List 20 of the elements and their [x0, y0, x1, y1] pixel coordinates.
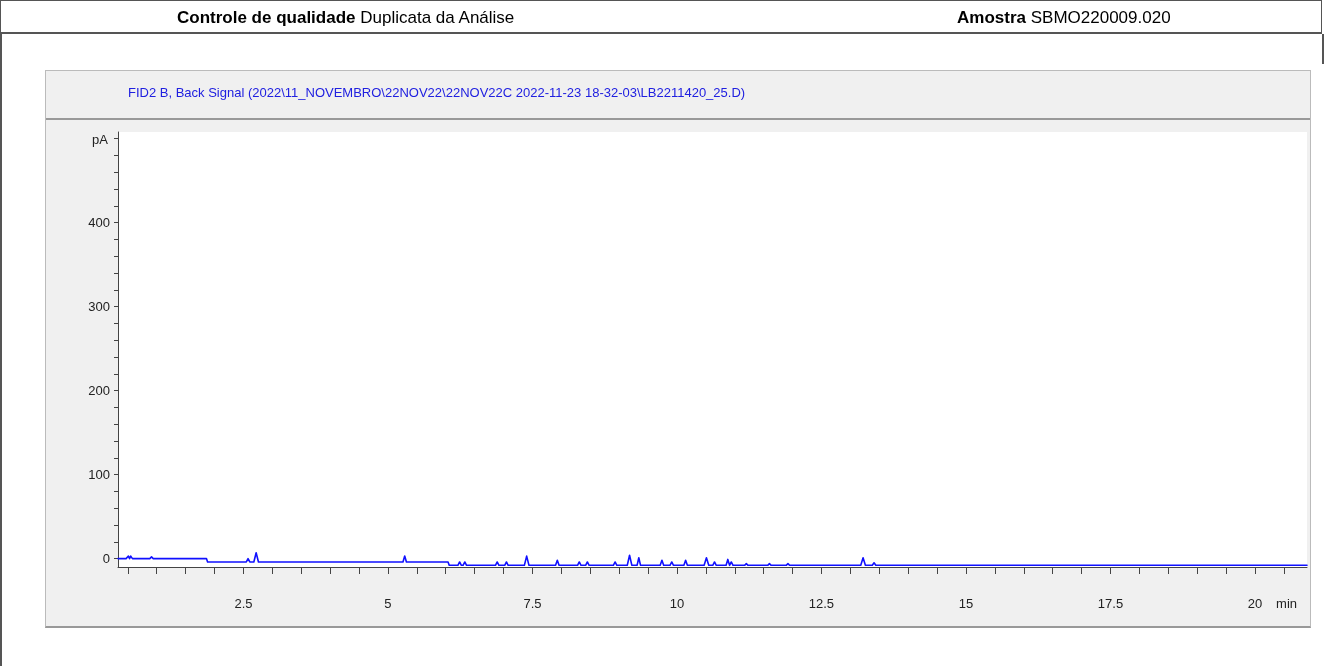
- y-tick-label: 200: [88, 383, 110, 399]
- x-tick-label: 15: [958, 596, 974, 611]
- x-tick-label: 20: [1247, 596, 1263, 611]
- y-tick-label: 0: [102, 551, 110, 567]
- text: SBMO220009.020: [1030, 8, 1171, 27]
- x-tick-label: 12.5: [808, 596, 835, 611]
- y-axis-title: pA: [92, 132, 109, 147]
- text: Duplicata da Análise: [360, 8, 515, 27]
- text: Controle de qualidade: [177, 8, 356, 27]
- x-tick-label: 5: [384, 596, 392, 611]
- chart-title: FID2 B, Back Signal (2022\11_NOVEMBRO\22NOV22\22NOV22C 2022-11-23 18-32-03\LB2211420_25.D): [128, 85, 746, 100]
- y-tick-label: 100: [88, 467, 110, 483]
- text: Amostra: [957, 8, 1026, 27]
- x-axis-title: min: [1276, 596, 1297, 611]
- x-tick-label: 17.5: [1097, 596, 1124, 611]
- y-tick-label: 400: [88, 215, 110, 231]
- x-tick-label: 10: [669, 596, 685, 611]
- x-tick-label: 2.5: [234, 596, 253, 611]
- y-tick-label: 300: [88, 299, 110, 315]
- x-tick-label: 7.5: [523, 596, 542, 611]
